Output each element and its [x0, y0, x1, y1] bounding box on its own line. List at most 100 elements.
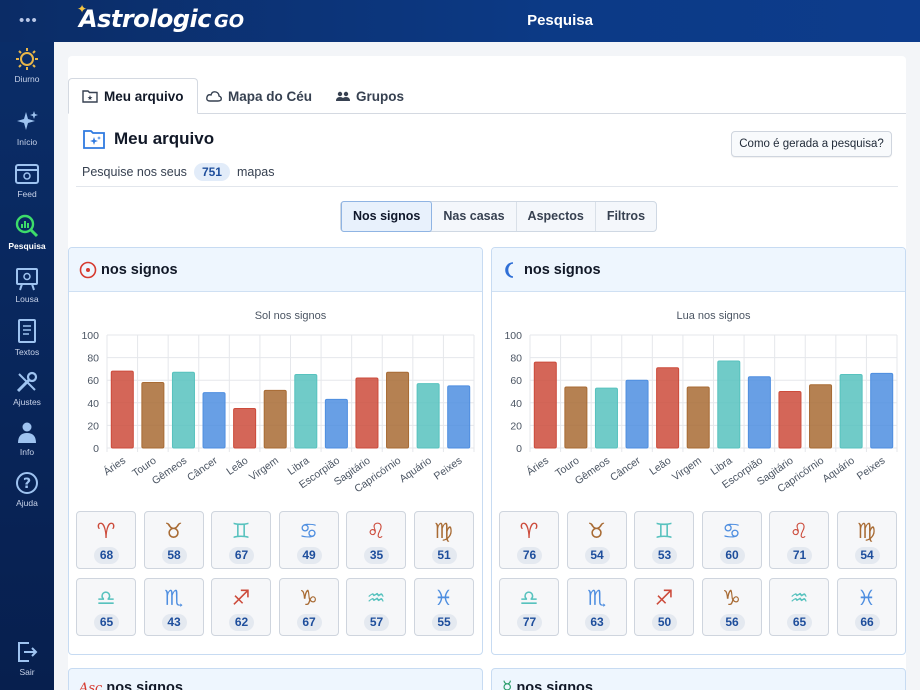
bar-aquário[interactable]	[416, 383, 440, 449]
filter-tab-nas-casas[interactable]: Nas casas	[432, 202, 517, 231]
sidebar-item-textos[interactable]: Textos	[0, 318, 54, 357]
sign-tile-áries[interactable]: ♈ 76	[499, 511, 559, 569]
sign-tile-virgem[interactable]: ♍ 51	[413, 511, 474, 569]
sidebar-label: Feed	[17, 189, 37, 199]
y-tick-label: 0	[93, 443, 99, 455]
sign-tile-sagitário[interactable]: ♐ 50	[634, 578, 694, 636]
bar-capricórnio[interactable]	[386, 371, 410, 449]
sign-tile-capricórnio[interactable]: ♑ 67	[278, 578, 339, 636]
sign-tile-leão[interactable]: ♌ 71	[769, 511, 829, 569]
bar-virgem[interactable]	[263, 389, 287, 449]
bar-escorpião[interactable]	[324, 398, 348, 449]
sidebar-item-pesquisa[interactable]: Pesquisa	[0, 214, 54, 251]
zodiac-escorpião-icon: ♏	[164, 586, 183, 610]
sign-tile-touro[interactable]: ♉ 58	[143, 511, 204, 569]
sidebar-label: Início	[16, 137, 38, 147]
sign-tile-libra[interactable]: ♎ 77	[499, 578, 559, 636]
y-tick-label: 40	[510, 398, 522, 410]
zodiac-peixes-icon: ♓	[434, 586, 453, 610]
bar-touro[interactable]	[141, 381, 165, 449]
sign-count-badge: 68	[94, 547, 119, 564]
help-icon: ?	[16, 472, 38, 494]
sign-tile-escorpião[interactable]: ♏ 43	[143, 578, 204, 636]
sign-tile-peixes[interactable]: ♓ 66	[836, 578, 897, 636]
sidebar-item-ajuda[interactable]: ? Ajuda	[0, 471, 54, 508]
bar-áries[interactable]	[533, 361, 557, 449]
tab-mapa-do-ceu[interactable]: Mapa do Céu	[206, 78, 312, 114]
sign-tile-áries[interactable]: ♈ 68	[76, 511, 136, 569]
bar-câncer[interactable]	[202, 392, 226, 449]
filter-tab-filtros[interactable]: Filtros	[606, 209, 646, 223]
sign-count-badge: 62	[229, 614, 254, 631]
sign-tile-aquário[interactable]: ♒ 57	[346, 578, 406, 636]
sidebar-label: Info	[19, 447, 35, 457]
sign-tile-peixes[interactable]: ♓ 55	[413, 578, 474, 636]
sign-tile-câncer[interactable]: ♋ 49	[278, 511, 339, 569]
sidebar-item-diurno[interactable]: Diurno	[0, 47, 54, 84]
bar-áries[interactable]	[110, 370, 134, 449]
content-panel: Meu arquivo Mapa do Céu Grupos Meu arqui…	[68, 56, 906, 690]
sign-tile-câncer[interactable]: ♋ 60	[701, 511, 762, 569]
zodiac-áries-icon: ♈	[519, 519, 539, 543]
bar-sagitário[interactable]	[778, 391, 802, 449]
sidebar-item-lousa[interactable]: Lousa	[0, 267, 54, 304]
sign-count-badge: 53	[652, 547, 677, 564]
bar-libra[interactable]	[294, 374, 318, 449]
bar-peixes[interactable]	[447, 385, 471, 449]
sign-tile-aquário[interactable]: ♒ 65	[769, 578, 829, 636]
sun-icon	[16, 48, 38, 70]
bar-peixes[interactable]	[870, 372, 894, 449]
bar-touro[interactable]	[564, 386, 588, 449]
mercury-symbol-icon: ☿	[502, 678, 513, 690]
filter-tab-aspectos[interactable]: Aspectos	[517, 202, 596, 231]
bar-aquário[interactable]	[839, 374, 863, 449]
bar-libra[interactable]	[717, 360, 741, 449]
tab-bar: Meu arquivo Mapa do Céu Grupos	[68, 78, 906, 114]
mercury-signs-card: ☿ nos signos	[491, 668, 906, 690]
search-chart-icon	[15, 214, 39, 238]
sidebar-item-sair[interactable]: Sair	[0, 640, 54, 677]
bar-leão[interactable]	[656, 367, 680, 449]
logo-text: Astrologic	[79, 5, 212, 33]
zodiac-aquário-icon: ♒	[789, 586, 809, 610]
sidebar-item-ajustes[interactable]: Ajustes	[0, 370, 54, 407]
sign-count-badge: 60	[719, 547, 745, 564]
sign-count-badge: 67	[229, 547, 254, 564]
sign-tile-escorpião[interactable]: ♏ 63	[566, 578, 627, 636]
sidebar-item-info[interactable]: Info	[0, 420, 54, 457]
bar-escorpião[interactable]	[747, 376, 771, 449]
sign-tile-touro[interactable]: ♉ 54	[566, 511, 627, 569]
bar-gêmeos[interactable]	[171, 371, 195, 449]
y-tick-label: 60	[87, 375, 99, 387]
sign-tile-leão[interactable]: ♌ 35	[346, 511, 406, 569]
sign-tile-virgem[interactable]: ♍ 54	[836, 511, 897, 569]
ascendant-signs-card: Asc nos signos	[68, 668, 483, 690]
bar-capricórnio[interactable]	[809, 384, 833, 449]
bar-sagitário[interactable]	[355, 377, 379, 449]
bar-virgem[interactable]	[686, 386, 710, 449]
zodiac-libra-icon: ♎	[96, 586, 116, 610]
tab-grupos[interactable]: Grupos	[336, 78, 404, 114]
sign-tile-sagitário[interactable]: ♐ 62	[211, 578, 271, 636]
feed-icon	[15, 164, 39, 184]
sign-tile-capricórnio[interactable]: ♑ 56	[701, 578, 762, 636]
sidebar-label: Ajuda	[16, 498, 38, 508]
how-search-works-button[interactable]: Como é gerada a pesquisa?	[731, 131, 892, 157]
card-title: nos signos	[524, 261, 601, 278]
x-tick-label: Virgem	[247, 454, 281, 483]
zodiac-escorpião-icon: ♏	[587, 586, 606, 610]
tab-meu-arquivo[interactable]: Meu arquivo	[68, 78, 198, 114]
zodiac-sagitário-icon: ♐	[231, 586, 251, 610]
bar-gêmeos[interactable]	[594, 387, 618, 449]
bar-câncer[interactable]	[625, 379, 649, 449]
sign-tile-gêmeos[interactable]: ♊ 53	[634, 511, 694, 569]
sidebar-item-feed[interactable]: Feed	[0, 162, 54, 199]
bar-leão[interactable]	[233, 407, 257, 449]
filter-tab-nos-signos[interactable]: Nos signos	[341, 201, 433, 232]
sign-tile-libra[interactable]: ♎ 65	[76, 578, 136, 636]
sign-count-badge: 65	[94, 614, 119, 631]
sidebar-item-inicio[interactable]: Início	[0, 110, 54, 147]
sign-tile-gêmeos[interactable]: ♊ 67	[211, 511, 271, 569]
menu-dots-icon[interactable]: •••	[19, 12, 38, 29]
cloud-icon	[206, 91, 222, 102]
